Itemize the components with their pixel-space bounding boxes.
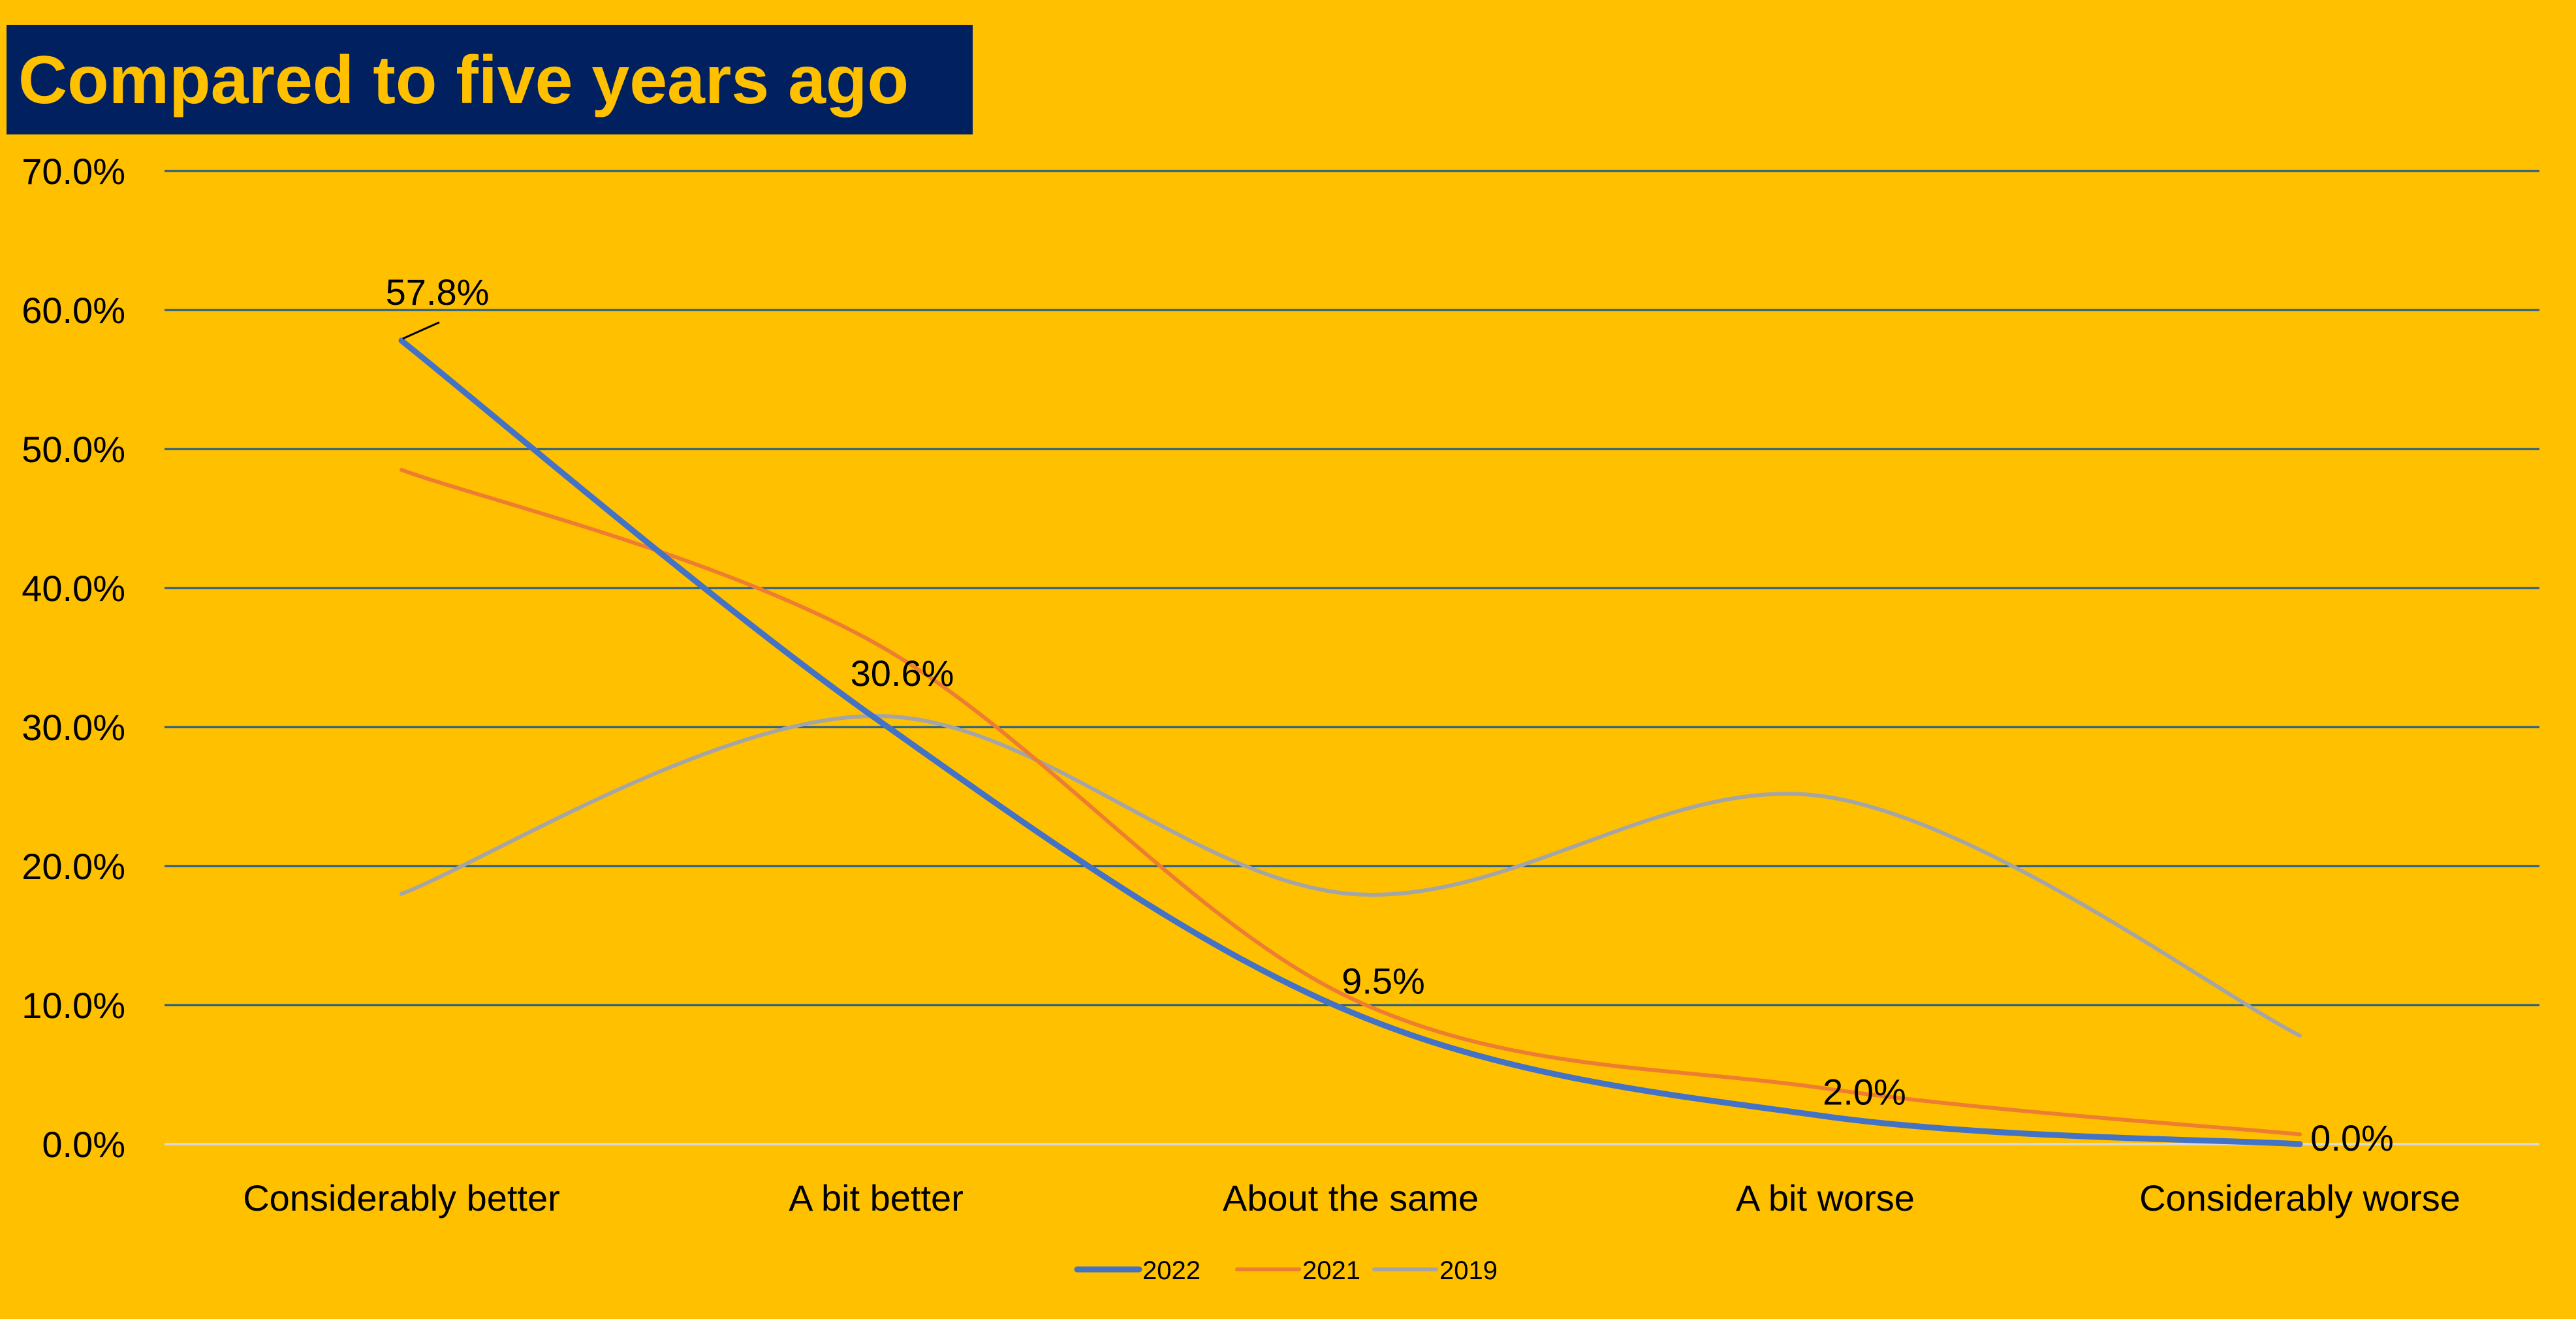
x-category-label: About the same bbox=[1223, 1177, 1479, 1218]
y-tick-label: 70.0% bbox=[22, 151, 125, 192]
data-label: 57.8% bbox=[386, 272, 490, 313]
x-category-label: Considerably worse bbox=[2139, 1177, 2460, 1218]
y-axis-tick-labels: 0.0% 10.0% 20.0% 30.0% 40.0% 50.0% 60.0% 70.0% bbox=[22, 151, 125, 1165]
data-labels: 57.8% 30.6% 9.5% 2.0% 0.0% bbox=[386, 272, 2394, 1158]
y-tick-label: 30.0% bbox=[22, 707, 125, 748]
legend-label-2019: 2019 bbox=[1439, 1256, 1498, 1285]
data-label: 9.5% bbox=[1342, 961, 1425, 1002]
x-category-label: Considerably better bbox=[243, 1177, 560, 1218]
gridlines bbox=[165, 170, 2539, 1145]
legend-label-2022: 2022 bbox=[1142, 1256, 1201, 1285]
data-label: 30.6% bbox=[851, 653, 954, 694]
y-tick-label: 20.0% bbox=[22, 846, 125, 887]
chart-title: Compared to five years ago bbox=[18, 42, 909, 118]
data-label-leader-line bbox=[402, 321, 440, 340]
y-tick-label: 0.0% bbox=[42, 1124, 125, 1165]
series-line-2019 bbox=[400, 713, 2302, 1038]
x-category-label: A bit worse bbox=[1736, 1177, 1915, 1218]
series-line-2021 bbox=[400, 467, 2302, 1137]
y-tick-label: 60.0% bbox=[22, 290, 125, 331]
x-axis-category-labels: Considerably better A bit better About the… bbox=[243, 1177, 2460, 1218]
y-tick-label: 50.0% bbox=[22, 429, 125, 470]
title-banner bbox=[7, 25, 973, 134]
legend-label-2021: 2021 bbox=[1302, 1256, 1360, 1285]
x-category-label: A bit better bbox=[789, 1177, 964, 1218]
legend: 2022 2021 2019 bbox=[1074, 1256, 1498, 1285]
data-label: 2.0% bbox=[1823, 1071, 1906, 1112]
series-line-2022 bbox=[398, 337, 2303, 1147]
y-tick-label: 10.0% bbox=[22, 985, 125, 1026]
y-tick-label: 40.0% bbox=[22, 568, 125, 609]
series-lines bbox=[398, 337, 2303, 1147]
data-label: 0.0% bbox=[2310, 1117, 2394, 1158]
